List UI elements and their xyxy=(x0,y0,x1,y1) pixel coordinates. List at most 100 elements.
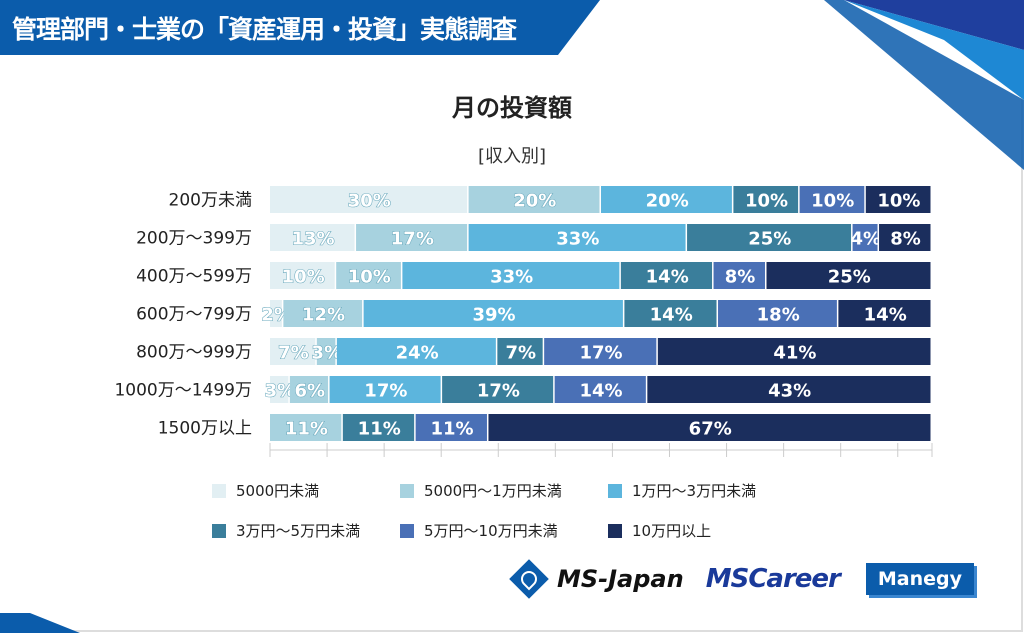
bar-segment xyxy=(342,414,415,441)
logos: MS-Japan MSCareer Manegy xyxy=(509,559,974,599)
banner-title: 管理部門・士業の「資産運用・投資」実態調査 xyxy=(12,15,517,44)
data-label: 10% xyxy=(282,267,325,288)
chart-subtitle: [収入別] xyxy=(477,146,547,167)
manegy-logo: Manegy xyxy=(865,563,974,595)
bar-segment xyxy=(624,300,717,327)
bar-segment xyxy=(687,224,852,251)
bar-segment xyxy=(468,224,686,251)
legend-label: 5万円～10万円未満 xyxy=(424,522,558,540)
bar-segment xyxy=(468,186,600,213)
bar-segment xyxy=(336,338,496,365)
legend-swatch xyxy=(212,523,226,538)
legend-swatch xyxy=(212,483,226,498)
legend-item: 1万円～3万円未満 xyxy=(608,480,756,501)
legend-label: 3万円～5万円未満 xyxy=(236,522,361,540)
bar-segment xyxy=(620,262,713,289)
legend-item: 5000円～1万円未満 xyxy=(400,480,562,501)
data-label: 67% xyxy=(689,419,732,440)
bar-segment xyxy=(766,262,931,289)
bar-segment xyxy=(356,224,468,251)
data-label: 25% xyxy=(748,229,791,250)
data-label: 39% xyxy=(472,305,515,326)
data-label: 4% xyxy=(851,229,882,250)
bar-segment xyxy=(601,186,732,213)
category-label: 1000万～1499万 xyxy=(114,381,252,401)
bar-segment xyxy=(647,376,931,403)
bar-segment xyxy=(283,300,363,327)
bar-segment xyxy=(270,414,342,441)
bar-segment xyxy=(415,414,487,441)
bar-segment xyxy=(270,262,335,289)
data-label: 17% xyxy=(391,229,434,250)
bar-segment xyxy=(544,338,657,365)
bar-segment xyxy=(270,224,355,251)
ms-japan-emblem-icon xyxy=(509,559,549,599)
data-label: 33% xyxy=(556,229,599,250)
bar-segment xyxy=(733,186,799,213)
bar-segment xyxy=(852,224,878,251)
bar-segment xyxy=(270,186,468,213)
data-label: 24% xyxy=(396,343,439,364)
data-label: 20% xyxy=(513,191,556,212)
data-label: 10% xyxy=(348,267,391,288)
legend-label: 10万円以上 xyxy=(632,522,712,540)
legend-label: 5000円未満 xyxy=(236,482,320,500)
data-label: 12% xyxy=(302,305,345,326)
legend-item: 5万円～10万円未満 xyxy=(400,520,558,541)
legend-swatch xyxy=(400,483,414,498)
data-label: 17% xyxy=(477,381,520,402)
legend-item: 10万円以上 xyxy=(608,520,711,541)
bar-segment xyxy=(657,338,931,365)
data-label: 8% xyxy=(725,267,756,288)
data-label: 20% xyxy=(646,191,689,212)
bar-segment xyxy=(879,224,931,251)
legend-swatch xyxy=(400,523,414,538)
data-label: 8% xyxy=(890,229,921,250)
bar-segment xyxy=(718,300,837,327)
data-label: 14% xyxy=(650,305,693,326)
bar-segment xyxy=(402,262,620,289)
data-label: 10% xyxy=(745,191,788,212)
decorative-stripes xyxy=(824,0,1024,170)
data-label: 3% xyxy=(265,381,296,402)
data-label: 3% xyxy=(312,343,343,364)
bar-segment xyxy=(270,300,282,327)
bar-segment xyxy=(336,262,401,289)
bar-segment xyxy=(316,338,336,365)
data-label: 25% xyxy=(828,267,871,288)
legend-label: 1万円～3万円未満 xyxy=(632,482,757,500)
data-label: 11% xyxy=(358,419,401,440)
data-label: 17% xyxy=(579,343,622,364)
data-label: 10% xyxy=(877,191,920,212)
bar-segment xyxy=(442,376,554,403)
bar-segment xyxy=(713,262,765,289)
bar-segment xyxy=(497,338,543,365)
data-label: 11% xyxy=(285,419,328,440)
decorative-stripe xyxy=(0,613,80,633)
bar-segment xyxy=(554,376,646,403)
category-label: 200万未満 xyxy=(169,191,252,211)
legend-item: 5000円未満 xyxy=(212,480,319,501)
data-label: 43% xyxy=(768,381,811,402)
bar-segment xyxy=(270,338,316,365)
bar-segment xyxy=(289,376,329,403)
data-label: 6% xyxy=(294,381,325,402)
data-label: 30% xyxy=(348,191,391,212)
data-label: 7% xyxy=(278,343,309,364)
bar-segment xyxy=(838,300,931,327)
stacked-bar-chart: 200万未満 30% 20% 20% 10% 10% 10% 200万～399万 13% 17% 3… xyxy=(114,186,933,457)
bar-segment xyxy=(363,300,623,327)
bar-segment xyxy=(270,376,289,403)
legend-swatch xyxy=(608,523,622,538)
data-label: 14% xyxy=(646,267,689,288)
data-label: 7% xyxy=(505,343,536,364)
category-label: 200万～399万 xyxy=(136,229,252,249)
data-label: 33% xyxy=(490,267,533,288)
category-label: 1500万以上 xyxy=(158,419,252,439)
data-label: 14% xyxy=(864,305,907,326)
ms-japan-logo: MS-Japan xyxy=(509,559,684,599)
data-label: 41% xyxy=(773,343,816,364)
bar-segment xyxy=(865,186,931,213)
category-label: 400万～599万 xyxy=(136,267,252,287)
